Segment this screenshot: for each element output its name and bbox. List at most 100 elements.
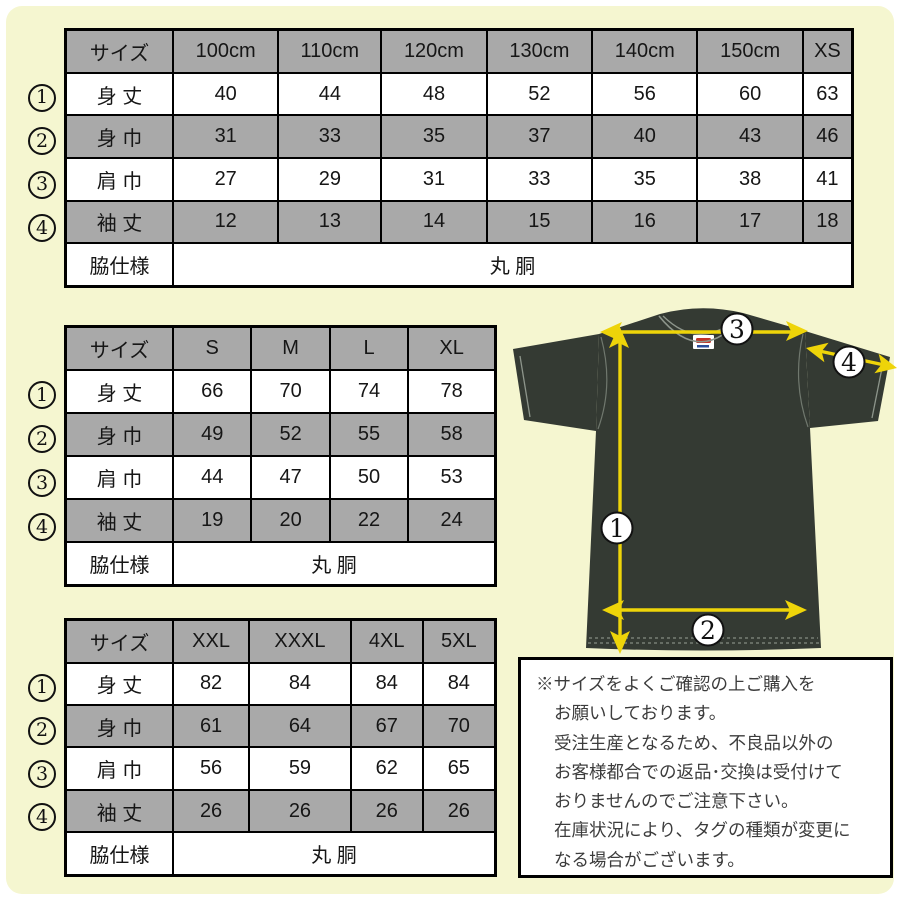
header-cell: 110cm — [277, 28, 383, 74]
value-cell: 40 — [171, 71, 280, 117]
measure-row: 袖 丈 19 20 22 24 — [64, 497, 497, 543]
value-cell: 64 — [248, 704, 352, 749]
value-cell: 82 — [171, 661, 251, 707]
spec-row: 脇仕様丸 胴 — [64, 540, 497, 587]
row-mark-badge: 2 — [28, 716, 56, 745]
header-cell: 150cm — [696, 28, 804, 74]
row-mark-badge: 4 — [28, 214, 56, 243]
armhole-left-seam — [597, 336, 608, 430]
value-cell: 26 — [349, 788, 424, 834]
header-cell: S — [171, 325, 253, 372]
width-arrowhead-left — [602, 600, 624, 620]
value-cell: 84 — [421, 661, 497, 707]
header-row: サイズ 100cm 110cm 120cm 130cm 140cm 150cm XS — [64, 28, 854, 74]
row-label: 身 丈 — [64, 71, 174, 117]
value-cell: 50 — [328, 454, 410, 500]
row-label: 肩 巾 — [64, 746, 174, 791]
measure-row: 身 丈 82 84 84 84 — [64, 661, 497, 707]
header-row: サイズ S M L XL — [64, 325, 497, 372]
value-cell: 41 — [801, 156, 854, 202]
size-table-kids: サイズ 100cm 110cm 120cm 130cm 140cm 150cm XS 身 丈 40… — [64, 28, 854, 288]
spec-row: 脇仕様丸 胴 — [64, 242, 854, 288]
purchase-note-box: ※サイズをよくご確認の上ご購入をお願いしております。受注生産となるため、不良品以… — [518, 657, 893, 878]
value-cell: 48 — [380, 71, 488, 117]
header-cell: 4XL — [349, 618, 424, 664]
row-label: 袖 丈 — [64, 199, 174, 245]
measure-row: 肩 巾 56 59 62 65 — [64, 746, 497, 791]
value-cell: 66 — [171, 369, 253, 415]
length-arrowhead-top — [609, 325, 629, 348]
row-mark-badge: 2 — [28, 127, 56, 156]
row-mark-badge: 4 — [28, 803, 56, 832]
sleeve-arrowhead-right — [874, 353, 897, 374]
value-cell: 56 — [171, 746, 251, 791]
measure-row: 肩 巾 44 47 50 53 — [64, 454, 497, 500]
cuff-left-stitch — [519, 355, 531, 418]
row-label: 身 巾 — [64, 412, 174, 457]
value-cell: 35 — [591, 156, 699, 202]
measure-row: 身 巾 31 33 35 37 40 43 46 — [64, 114, 854, 159]
tshirt-left-sleeve — [513, 334, 599, 431]
measure-row: 袖 丈 26 26 26 26 — [64, 788, 497, 834]
spec-label: 脇仕様 — [64, 242, 174, 288]
value-cell: 70 — [421, 704, 497, 749]
measure-row: 身 巾 61 64 67 70 — [64, 704, 497, 749]
badge-body-width: 2 — [691, 613, 725, 647]
value-cell: 74 — [328, 369, 410, 415]
value-cell: 15 — [485, 199, 594, 245]
badge-digit: 2 — [700, 616, 716, 645]
measure-row: 袖 丈 12 13 14 15 16 17 18 — [64, 199, 854, 245]
tshirt-measure-diagram: 1 2 3 4 — [513, 308, 897, 654]
row-label: 身 丈 — [64, 369, 174, 415]
value-cell: 47 — [250, 454, 331, 500]
note-line: ※サイズをよくご確認の上ご購入を — [536, 674, 816, 694]
note-line: お願いしております。 — [554, 703, 727, 724]
value-cell: 59 — [248, 746, 352, 791]
header-cell: XXXL — [248, 618, 352, 664]
value-cell: 24 — [407, 497, 497, 543]
value-cell: 14 — [380, 199, 488, 245]
badge-body-length: 1 — [600, 511, 634, 545]
row-mark-badge: 1 — [28, 381, 56, 409]
value-cell: 84 — [248, 661, 352, 707]
row-label: 肩 巾 — [64, 156, 174, 202]
value-cell: 29 — [277, 156, 383, 202]
row-label: 袖 丈 — [64, 788, 174, 834]
row-mark-badge: 4 — [28, 513, 56, 541]
spec-value: 丸 胴 — [172, 831, 497, 877]
spec-label: 脇仕様 — [64, 540, 174, 587]
header-cell: サイズ — [64, 325, 174, 372]
value-cell: 26 — [248, 788, 352, 834]
header-cell: 100cm — [171, 28, 280, 74]
note-line: 受注生産となるため、不良品以外の — [554, 732, 834, 753]
cuff-right-stitch — [871, 362, 884, 419]
header-cell: 140cm — [591, 28, 699, 74]
row-mark-badge: 2 — [28, 425, 56, 453]
size-table-adult: サイズ S M L XL 身 丈 66 70 74 78 身 巾 49 52 55 58 肩 巾 44 47 50 5… — [64, 325, 497, 587]
value-cell: 22 — [328, 497, 410, 543]
row-mark-badge: 3 — [28, 760, 56, 789]
value-cell: 38 — [696, 156, 804, 202]
value-cell: 18 — [801, 199, 854, 245]
header-cell: XXL — [171, 618, 251, 664]
spec-row: 脇仕様丸 胴 — [64, 831, 497, 877]
value-cell: 60 — [696, 71, 804, 117]
value-cell: 44 — [171, 454, 253, 500]
value-cell: 19 — [171, 497, 253, 543]
row-mark-badge: 3 — [28, 170, 56, 199]
tshirt-body — [586, 308, 821, 651]
value-cell: 63 — [801, 71, 854, 117]
value-cell: 84 — [349, 661, 424, 707]
measure-row: 身 丈 40 44 48 52 56 60 63 — [64, 71, 854, 117]
value-cell: 49 — [171, 412, 253, 457]
value-cell: 44 — [277, 71, 383, 117]
row-label: 身 巾 — [64, 704, 174, 749]
value-cell: 37 — [485, 114, 594, 159]
badge-sleeve-length: 4 — [832, 345, 866, 379]
value-cell: 33 — [485, 156, 594, 202]
badge-shoulder-width: 3 — [720, 312, 754, 346]
value-cell: 35 — [380, 114, 488, 159]
